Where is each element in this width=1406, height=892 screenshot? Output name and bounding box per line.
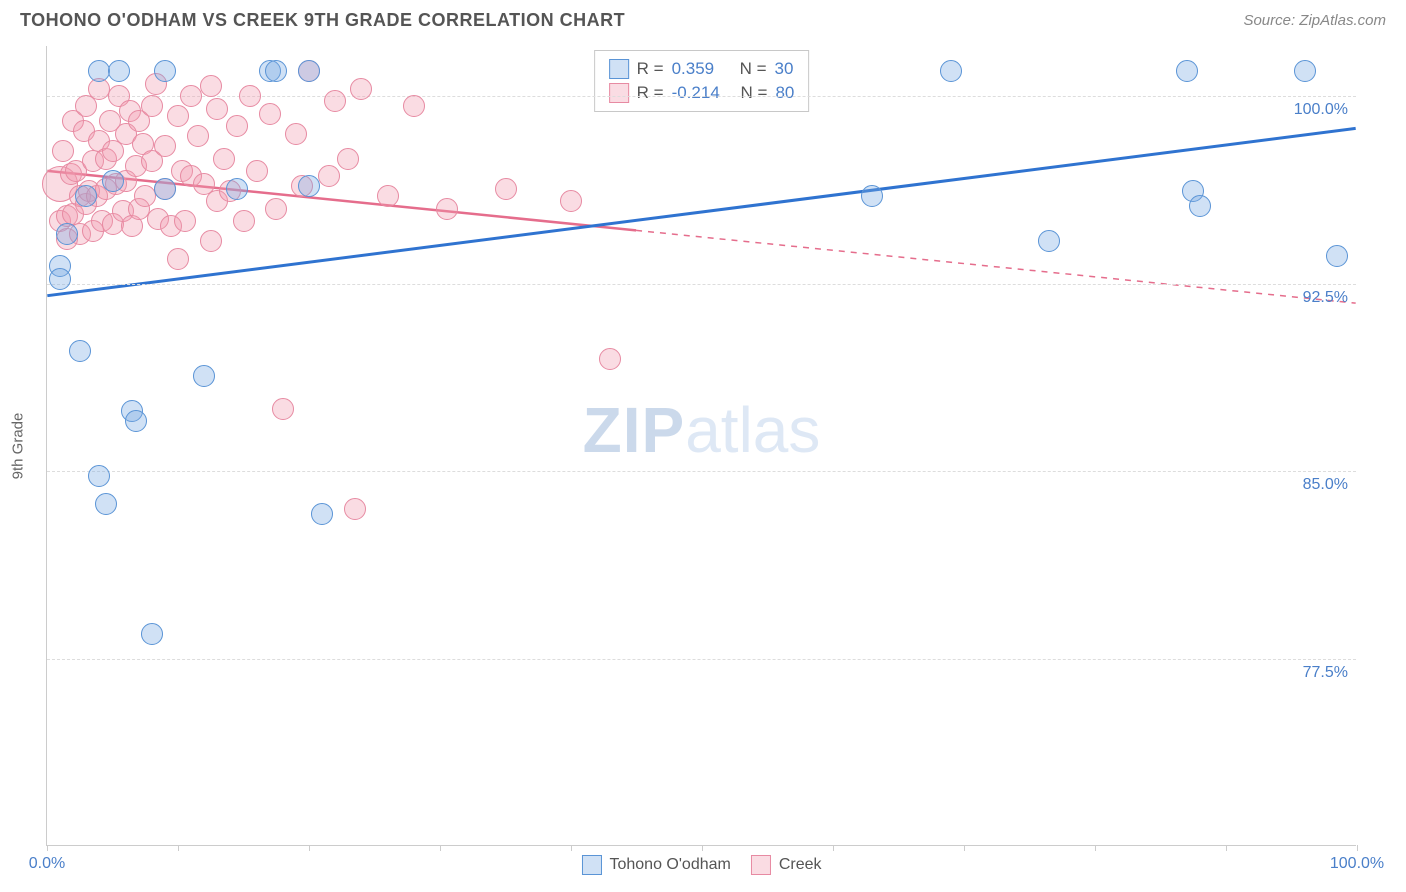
creek-point xyxy=(324,90,346,112)
creek-point xyxy=(285,123,307,145)
tohono-point xyxy=(1326,245,1348,267)
tohono-n-value: 30 xyxy=(775,59,794,79)
legend-row-tohono: R = 0.359 N = 30 xyxy=(609,57,795,81)
tohono-point xyxy=(75,185,97,207)
creek-point xyxy=(495,178,517,200)
creek-point xyxy=(560,190,582,212)
creek-point xyxy=(141,95,163,117)
source-label: Source: ZipAtlas.com xyxy=(1243,12,1386,29)
creek-point xyxy=(350,78,372,100)
x-tick xyxy=(702,845,703,851)
legend-item-tohono: Tohono O'odham xyxy=(581,855,730,875)
x-tick xyxy=(1226,845,1227,851)
tohono-point xyxy=(265,60,287,82)
creek-point xyxy=(599,348,621,370)
creek-swatch xyxy=(609,83,629,103)
tohono-point xyxy=(226,178,248,200)
creek-point xyxy=(167,248,189,270)
tohono-r-value: 0.359 xyxy=(672,59,715,79)
tohono-point xyxy=(49,268,71,290)
tohono-point xyxy=(88,465,110,487)
creek-point xyxy=(377,185,399,207)
x-tick xyxy=(964,845,965,851)
tohono-point xyxy=(56,223,78,245)
tohono-point xyxy=(1176,60,1198,82)
trend-lines xyxy=(47,46,1356,845)
creek-point xyxy=(233,210,255,232)
tohono-point xyxy=(154,60,176,82)
y-tick-label: 92.5% xyxy=(1303,289,1348,307)
creek-point xyxy=(337,148,359,170)
x-tick xyxy=(571,845,572,851)
creek-point xyxy=(436,198,458,220)
creek-point xyxy=(167,105,189,127)
watermark: ZIPatlas xyxy=(583,393,821,467)
creek-point xyxy=(259,103,281,125)
tohono-point xyxy=(1189,195,1211,217)
creek-point xyxy=(344,498,366,520)
creek-n-value: 80 xyxy=(775,83,794,103)
creek-point xyxy=(174,210,196,232)
legend-row-creek: R = -0.214 N = 80 xyxy=(609,81,795,105)
x-tick-label: 100.0% xyxy=(1330,855,1384,873)
chart-title: TOHONO O'ODHAM VS CREEK 9TH GRADE CORREL… xyxy=(20,10,625,31)
creek-point xyxy=(52,140,74,162)
legend-item-creek: Creek xyxy=(751,855,822,875)
tohono-swatch-icon xyxy=(581,855,601,875)
tohono-point xyxy=(940,60,962,82)
creek-point xyxy=(187,125,209,147)
tohono-point xyxy=(69,340,91,362)
tohono-point xyxy=(154,178,176,200)
x-tick-label: 0.0% xyxy=(29,855,65,873)
tohono-point xyxy=(861,185,883,207)
x-tick xyxy=(309,845,310,851)
tohono-point xyxy=(95,493,117,515)
tohono-point xyxy=(311,503,333,525)
tohono-point xyxy=(298,175,320,197)
y-tick-label: 100.0% xyxy=(1294,101,1348,119)
x-tick xyxy=(833,845,834,851)
creek-point xyxy=(200,75,222,97)
x-tick xyxy=(440,845,441,851)
tohono-point xyxy=(193,365,215,387)
creek-point xyxy=(200,230,222,252)
chart-plot-area: ZIPatlas R = 0.359 N = 30 R = -0.214 N =… xyxy=(46,46,1356,846)
correlation-legend: R = 0.359 N = 30 R = -0.214 N = 80 xyxy=(594,50,810,112)
gridline-h xyxy=(47,471,1356,472)
x-tick xyxy=(47,845,48,851)
tohono-point xyxy=(125,410,147,432)
tohono-point xyxy=(108,60,130,82)
tohono-swatch xyxy=(609,59,629,79)
creek-point xyxy=(272,398,294,420)
y-axis-title: 9th Grade xyxy=(10,413,27,480)
y-tick-label: 85.0% xyxy=(1303,476,1348,494)
creek-point xyxy=(403,95,425,117)
x-tick xyxy=(1357,845,1358,851)
x-tick xyxy=(1095,845,1096,851)
creek-point xyxy=(265,198,287,220)
creek-point xyxy=(226,115,248,137)
tohono-point xyxy=(1038,230,1060,252)
tohono-point xyxy=(102,170,124,192)
tohono-point xyxy=(298,60,320,82)
series-legend: Tohono O'odham Creek xyxy=(581,855,821,875)
creek-point xyxy=(206,98,228,120)
y-tick-label: 77.5% xyxy=(1303,664,1348,682)
x-tick xyxy=(178,845,179,851)
creek-point xyxy=(180,85,202,107)
creek-swatch-icon xyxy=(751,855,771,875)
creek-point xyxy=(154,135,176,157)
creek-point xyxy=(213,148,235,170)
creek-point xyxy=(239,85,261,107)
gridline-h xyxy=(47,284,1356,285)
creek-point xyxy=(246,160,268,182)
creek-point xyxy=(318,165,340,187)
creek-r-value: -0.214 xyxy=(672,83,720,103)
tohono-point xyxy=(141,623,163,645)
gridline-h xyxy=(47,659,1356,660)
tohono-point xyxy=(1294,60,1316,82)
